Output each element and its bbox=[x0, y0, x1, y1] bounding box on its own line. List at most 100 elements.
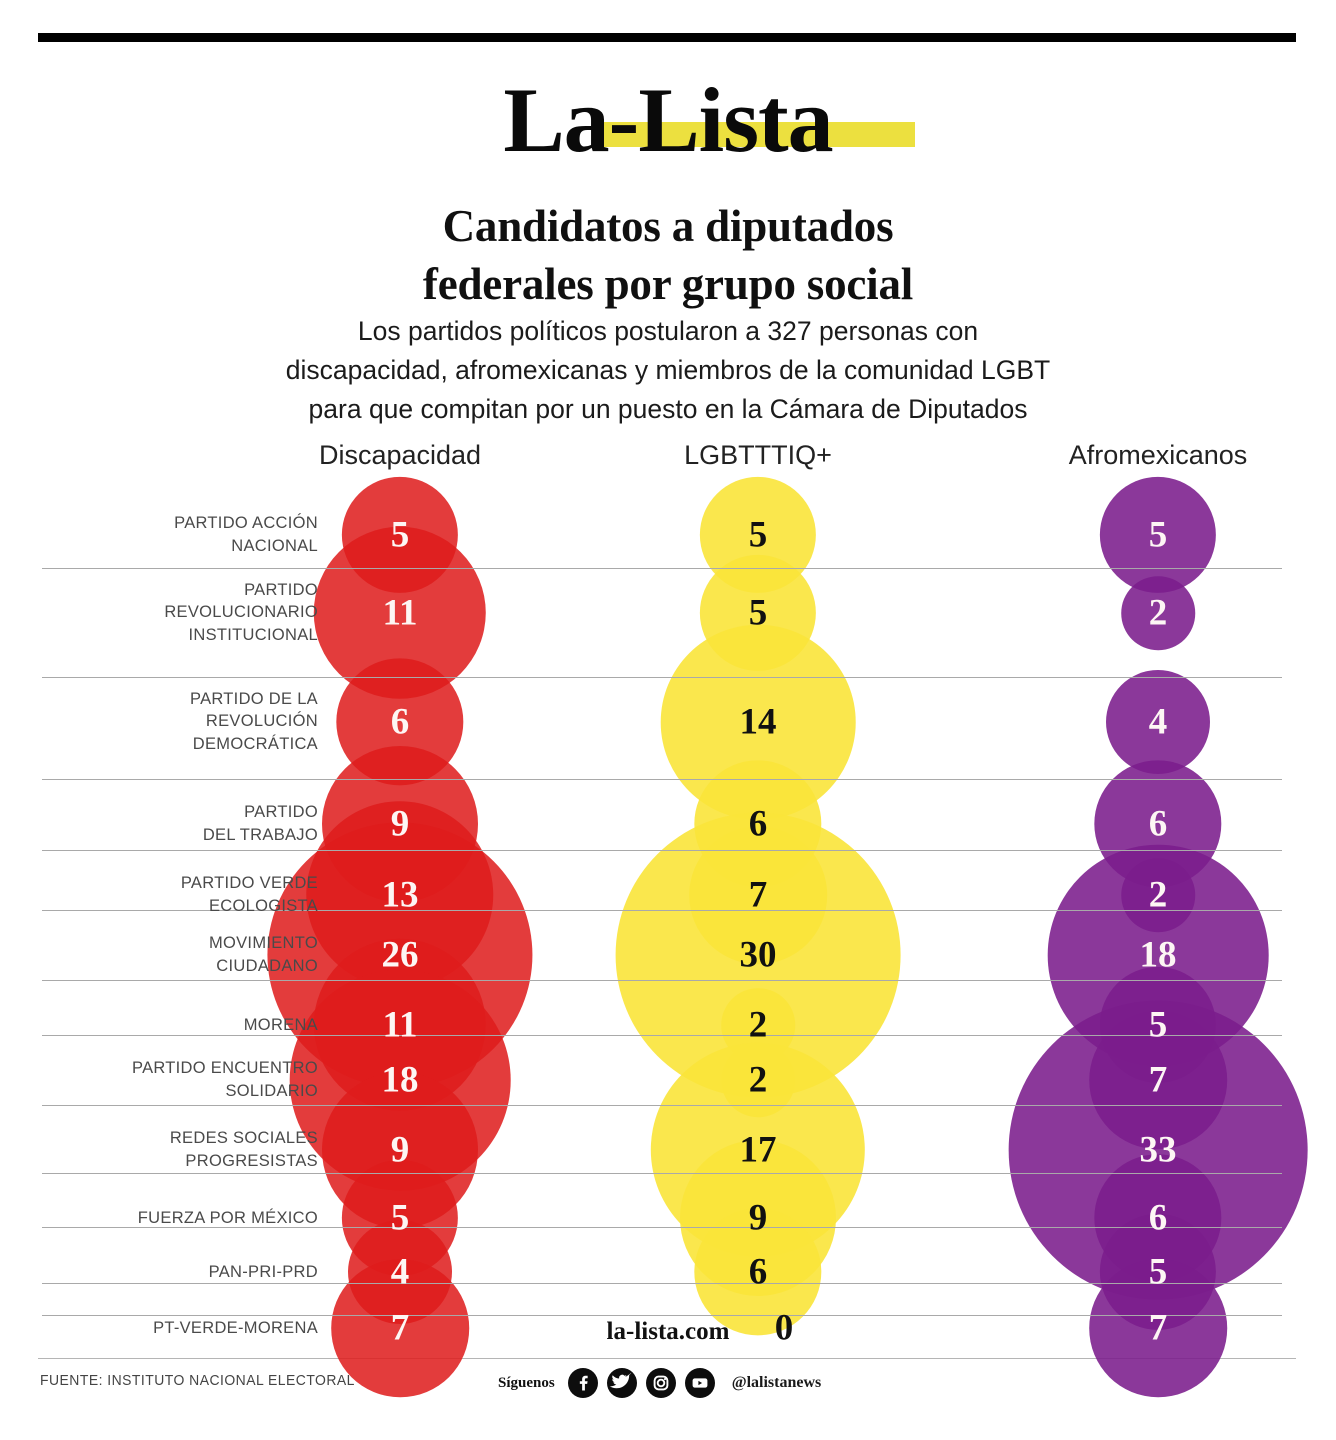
social-handle: @lalistanews bbox=[731, 1374, 822, 1391]
bubble-value: 5 bbox=[1148, 1251, 1168, 1293]
bubble-value: 5 bbox=[390, 514, 410, 556]
row-label-line: DEMOCRÁTICA bbox=[192, 735, 318, 754]
source-credit: FUENTE: INSTITUTO NACIONAL ELECTORAL bbox=[40, 1372, 355, 1389]
bubble-value: 18 bbox=[1139, 934, 1177, 976]
bubble-purple bbox=[1121, 576, 1195, 650]
bubble-value: 5 bbox=[1148, 1004, 1168, 1046]
page-title-line-1: Candidatos a diputados bbox=[442, 201, 894, 251]
bubble-value: 7 bbox=[748, 874, 768, 916]
bubble-value: 30 bbox=[739, 934, 777, 976]
row-label-line: ECOLOGISTA bbox=[208, 896, 318, 915]
bubble-value: 7 bbox=[1148, 1307, 1168, 1349]
row-label-party: MORENA bbox=[18, 1014, 318, 1037]
brand-highlight-bar bbox=[600, 122, 916, 147]
site-url: la-lista.com bbox=[606, 1318, 730, 1345]
bubble-value: 2 bbox=[748, 1004, 768, 1046]
bubble-value: 5 bbox=[748, 514, 768, 556]
facebook-icon[interactable] bbox=[567, 1368, 598, 1398]
bubble-value: 5 bbox=[1148, 514, 1168, 556]
row-separator bbox=[42, 1173, 1282, 1174]
row-separator bbox=[42, 568, 1282, 569]
bubble-value: 6 bbox=[390, 701, 410, 743]
bubble-value: 7 bbox=[390, 1307, 410, 1349]
column-header-discapacidad: Discapacidad bbox=[318, 440, 482, 470]
bubble-value: 0 bbox=[774, 1307, 794, 1349]
bubble-value: 9 bbox=[390, 803, 410, 845]
bubble-value: 26 bbox=[381, 934, 419, 976]
bubble-value: 2 bbox=[1148, 592, 1168, 634]
row-separator bbox=[42, 910, 1282, 911]
social-follow-bar: Síguenos @lalistanews bbox=[498, 1368, 821, 1398]
page-title: Candidatos a diputados federales por gru… bbox=[0, 198, 1336, 313]
page-subtitle-line-1: Los partidos políticos postularon a 327 … bbox=[357, 316, 979, 346]
row-label-line: MORENA bbox=[243, 1015, 318, 1034]
bubble-chart: Discapacidad LGBTTTIQ+ Afromexicanos 5 11 6 9… bbox=[0, 440, 1336, 1397]
bubble-value: 6 bbox=[748, 1251, 768, 1293]
bubble-value: 11 bbox=[382, 592, 418, 634]
row-label-line: REDES SOCIALES bbox=[169, 1129, 318, 1147]
row-label-line: PARTIDO ACCIÓN bbox=[174, 514, 318, 532]
youtube-icon[interactable] bbox=[684, 1368, 715, 1398]
row-label-line: FUERZA POR MÉXICO bbox=[137, 1208, 318, 1227]
row-label-party: PAN-PRI-PRD bbox=[18, 1261, 318, 1284]
row-separator bbox=[42, 1105, 1282, 1106]
bubble-value: 4 bbox=[1148, 701, 1168, 743]
row-label-line: SOLIDARIO bbox=[225, 1081, 318, 1100]
bubble-red bbox=[331, 1259, 469, 1397]
bubble-value: 2 bbox=[1148, 874, 1168, 916]
row-label-line: MOVIMIENTO bbox=[208, 934, 318, 952]
follow-label: Síguenos bbox=[498, 1374, 555, 1391]
row-separator bbox=[42, 1315, 1282, 1316]
brand-name: La-Lista bbox=[503, 69, 833, 171]
bubble-value: 5 bbox=[748, 592, 768, 634]
page-subtitle-line-2: discapacidad, afromexicanas y miembros d… bbox=[285, 355, 1051, 386]
bubble-yellow bbox=[694, 1208, 822, 1336]
row-label-party: PARTIDO ACCIÓN NACIONAL bbox=[18, 512, 318, 558]
bubble-value: 33 bbox=[1139, 1129, 1177, 1171]
row-label-line: DEL TRABAJO bbox=[202, 825, 318, 844]
row-separator bbox=[42, 779, 1282, 780]
top-divider-rule bbox=[38, 33, 1296, 42]
row-label-line: CIUDADANO bbox=[216, 956, 318, 975]
bubble-value: 9 bbox=[748, 1197, 768, 1239]
row-label-line: INSTITUCIONAL bbox=[188, 626, 318, 645]
row-label-party: FUERZA POR MÉXICO bbox=[18, 1207, 318, 1230]
row-separator bbox=[42, 1283, 1282, 1284]
column-header-afromexicanos: Afromexicanos bbox=[1068, 440, 1248, 470]
row-label-line: PAN-PRI-PRD bbox=[208, 1262, 318, 1281]
row-label-party: PT-VERDE-MORENA bbox=[18, 1317, 318, 1340]
row-label-line: PROGRESISTAS bbox=[185, 1151, 318, 1170]
row-separator bbox=[42, 1227, 1282, 1228]
row-label-party: PARTIDO REVOLUCIONARIO INSTITUCIONAL bbox=[18, 579, 318, 647]
bubble-value: 14 bbox=[739, 701, 777, 743]
row-label-line: PARTIDO DE LA bbox=[190, 689, 318, 708]
bubble-purple bbox=[1089, 1259, 1227, 1397]
column-header-lgbtttiq: LGBTTTIQ+ bbox=[684, 440, 832, 470]
bubble-purple bbox=[1099, 476, 1217, 594]
page-subtitle-line-3: para que compitan por un puesto en la Cá… bbox=[308, 394, 1028, 425]
bubble-value: 13 bbox=[381, 874, 419, 916]
row-label-line: PARTIDO bbox=[244, 580, 318, 599]
bubble-value: 7 bbox=[1148, 1059, 1168, 1101]
brand-logo: La-Lista bbox=[0, 72, 1336, 169]
bubble-value: 18 bbox=[381, 1059, 419, 1101]
row-separator bbox=[42, 1035, 1282, 1036]
row-label-party: REDES SOCIALES PROGRESISTAS bbox=[18, 1127, 318, 1173]
row-label-party: PARTIDO ENCUENTRO SOLIDARIO bbox=[18, 1057, 318, 1103]
row-label-party: MOVIMIENTO CIUDADANO bbox=[18, 932, 318, 978]
row-label-line: PT-VERDE-MORENA bbox=[153, 1318, 318, 1337]
row-separator bbox=[42, 850, 1282, 851]
row-label-line: PARTIDO bbox=[244, 803, 318, 821]
bubble-value: 6 bbox=[1148, 803, 1168, 845]
bubble-value: 6 bbox=[748, 803, 768, 845]
row-label-party: PARTIDO VERDE ECOLOGISTA bbox=[18, 872, 318, 918]
row-label-line: REVOLUCIONARIO bbox=[164, 603, 318, 622]
instagram-icon[interactable] bbox=[645, 1368, 676, 1398]
footer-divider-rule bbox=[38, 1358, 1296, 1359]
row-label-party: PARTIDO DE LA REVOLUCIÓN DEMOCRÁTICA bbox=[18, 688, 318, 756]
page-title-line-2: federales por grupo social bbox=[422, 258, 914, 309]
twitter-icon[interactable] bbox=[606, 1368, 637, 1398]
row-label-party: PARTIDO DEL TRABAJO bbox=[18, 801, 318, 847]
bubble-value: 17 bbox=[739, 1129, 777, 1171]
chart-plot-area: 5 11 6 9 13 26 11 18 9 5 4 7 5 5 14 6 7 30 2 2 17 9 6 0 5 2 4 6 2 18 5… bbox=[0, 476, 1336, 1397]
